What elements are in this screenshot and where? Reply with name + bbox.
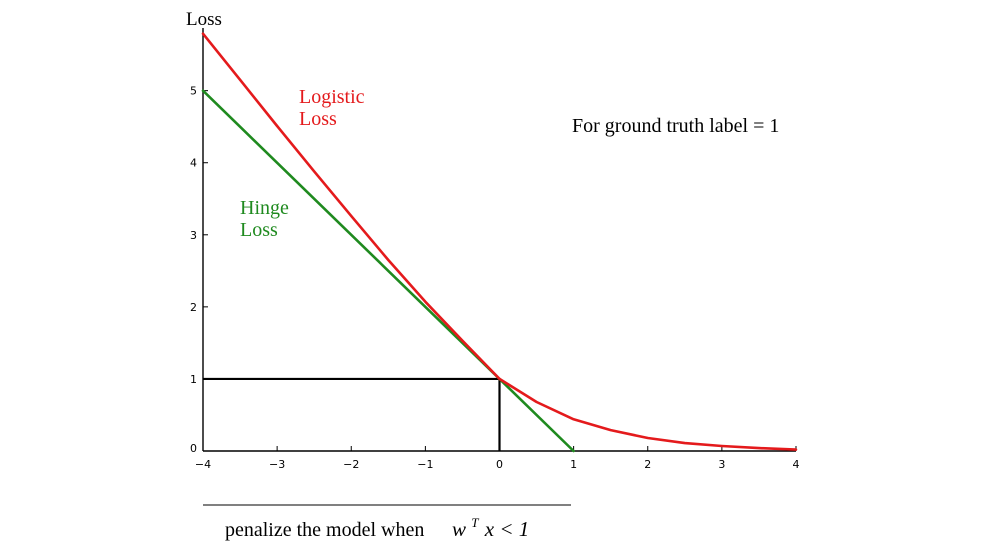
x-tick-label: −2 xyxy=(343,458,359,471)
x-tick-label: 4 xyxy=(793,458,800,471)
x-tick-label: 2 xyxy=(644,458,651,471)
caption-math: w T x < 1 xyxy=(452,508,529,541)
logistic-loss-label: Logistic Loss xyxy=(299,86,370,130)
y-tick-label: 3 xyxy=(190,229,197,242)
reference-lines xyxy=(203,377,501,451)
y-tick-label: 1 xyxy=(190,373,197,386)
x-tick-label: −1 xyxy=(417,458,433,471)
x-tick-label: 1 xyxy=(570,458,577,471)
x-tick-label: 3 xyxy=(718,458,725,471)
series-lines xyxy=(201,32,798,453)
logistic-loss-line xyxy=(201,32,798,451)
y-tick-label: 0 xyxy=(190,442,197,455)
x-tick-label: 0 xyxy=(496,458,503,471)
axis-ticks: −4 −3 −2 −1 0 1 2 3 4 0 1 2 3 4 5 xyxy=(190,85,800,471)
x-tick-label: −4 xyxy=(195,458,211,471)
y-tick-label: 4 xyxy=(190,157,197,170)
hinge-loss-line xyxy=(201,89,575,453)
y-tick-label: 2 xyxy=(190,301,197,314)
hinge-loss-label: Hinge Loss xyxy=(240,197,294,241)
caption-text: penalize the model when xyxy=(225,519,424,541)
y-axis-label: Loss xyxy=(186,9,222,30)
x-tick-label: −3 xyxy=(269,458,285,471)
ground-truth-annotation: For ground truth label = 1 xyxy=(572,115,779,137)
y-tick-label: 5 xyxy=(190,85,197,98)
